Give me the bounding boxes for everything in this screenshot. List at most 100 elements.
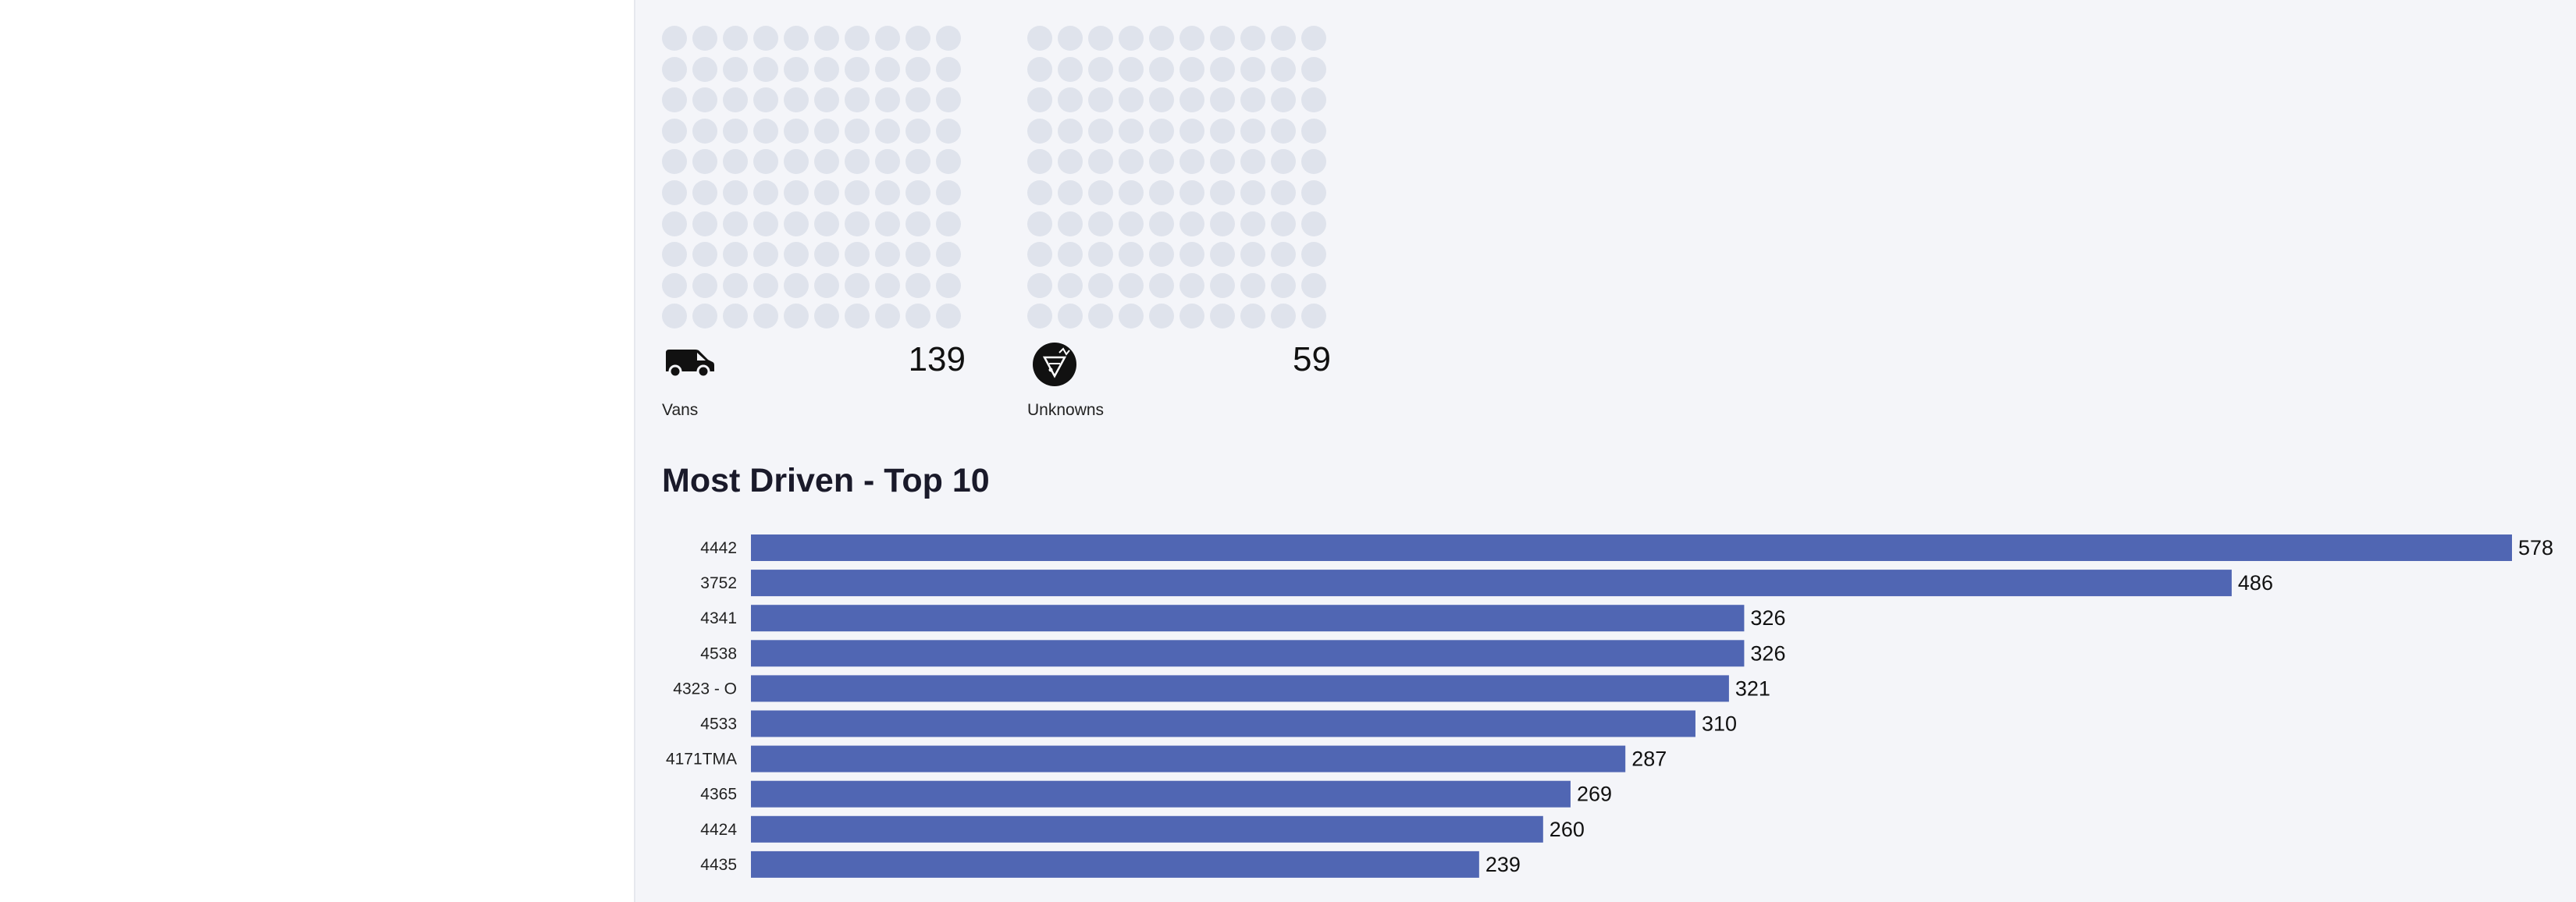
grid-dot: [1179, 87, 1204, 113]
bar[interactable]: [751, 745, 1626, 772]
grid-dot: [1088, 272, 1113, 298]
grid-dot: [1301, 26, 1326, 51]
grid-dot: [1149, 26, 1174, 51]
grid-dot: [662, 211, 687, 236]
bar[interactable]: [751, 710, 1695, 737]
grid-dot: [1240, 26, 1265, 51]
grid-dot: [814, 211, 839, 236]
grid-dot: [1149, 211, 1174, 236]
grid-dot: [692, 304, 717, 329]
grid-dot: [1058, 179, 1083, 205]
grid-dot: [692, 118, 717, 144]
van-icon: [664, 348, 716, 382]
grid-dot: [906, 26, 930, 51]
grid-dot: [1119, 149, 1144, 175]
grid-dot: [1027, 179, 1052, 205]
grid-dot: [1058, 118, 1083, 144]
grid-dot: [906, 211, 930, 236]
grid-dot: [936, 179, 961, 205]
grid-dot: [1149, 242, 1174, 268]
grid-dot: [753, 87, 778, 113]
grid-dot: [692, 87, 717, 113]
grid-dot: [1271, 56, 1296, 82]
grid-dot: [1179, 179, 1204, 205]
grid-dot: [1301, 149, 1326, 175]
grid-dot: [1088, 242, 1113, 268]
grid-dot: [1119, 56, 1144, 82]
grid-dot: [1149, 118, 1174, 144]
unknowns-count: 59: [1293, 340, 1331, 378]
bar[interactable]: [751, 534, 2512, 561]
grid-dot: [906, 149, 930, 175]
unknowns-dot-grid: [1027, 26, 1326, 329]
grid-dot: [753, 304, 778, 329]
grid-dot: [723, 179, 748, 205]
category-label: 4442: [700, 539, 737, 557]
bar[interactable]: [751, 605, 1745, 632]
grid-dot: [723, 304, 748, 329]
grid-dot: [1210, 87, 1235, 113]
grid-dot: [1210, 211, 1235, 236]
grid-dot: [662, 304, 687, 329]
grid-dot: [906, 242, 930, 268]
grid-dot: [875, 242, 900, 268]
grid-dot: [1058, 304, 1083, 329]
grid-dot: [1088, 304, 1113, 329]
grid-dot: [1301, 56, 1326, 82]
vans-label: Vans: [662, 401, 699, 419]
grid-dot: [692, 149, 717, 175]
grid-dot: [845, 304, 870, 329]
grid-dot: [1210, 26, 1235, 51]
grid-dot: [1271, 211, 1296, 236]
grid-dot: [1271, 179, 1296, 205]
grid-dot: [906, 272, 930, 298]
grid-dot: [784, 26, 809, 51]
grid-dot: [1149, 149, 1174, 175]
bar[interactable]: [751, 640, 1745, 667]
grid-dot: [906, 179, 930, 205]
grid-dot: [784, 272, 809, 298]
grid-dot: [1301, 272, 1326, 298]
grid-dot: [662, 149, 687, 175]
grid-dot: [723, 87, 748, 113]
grid-dot: [1058, 26, 1083, 51]
grid-dot: [753, 242, 778, 268]
grid-dot: [784, 304, 809, 329]
grid-dot: [875, 87, 900, 113]
grid-dot: [1058, 87, 1083, 113]
bar[interactable]: [751, 815, 1543, 843]
grid-dot: [936, 211, 961, 236]
grid-dot: [936, 26, 961, 51]
category-label: 4538: [700, 645, 737, 662]
grid-dot: [845, 272, 870, 298]
vans-count: 139: [908, 340, 966, 378]
grid-dot: [753, 211, 778, 236]
grid-dot: [1027, 304, 1052, 329]
grid-dot: [753, 56, 778, 82]
category-label: 3752: [700, 574, 737, 592]
grid-dot: [814, 179, 839, 205]
grid-dot: [906, 87, 930, 113]
grid-dot: [1210, 304, 1235, 329]
grid-dot: [1027, 118, 1052, 144]
bar[interactable]: [751, 570, 2232, 597]
grid-dot: [1271, 242, 1296, 268]
grid-dot: [1271, 87, 1296, 113]
bar[interactable]: [751, 851, 1479, 878]
bar[interactable]: [751, 675, 1729, 702]
grid-dot: [845, 87, 870, 113]
grid-dot: [1119, 242, 1144, 268]
grid-dot: [845, 118, 870, 144]
grid-dot: [692, 242, 717, 268]
grid-dot: [1210, 118, 1235, 144]
grid-dot: [845, 149, 870, 175]
bar[interactable]: [751, 780, 1571, 808]
grid-dot: [1271, 149, 1296, 175]
grid-dot: [662, 87, 687, 113]
grid-dot: [1058, 242, 1083, 268]
grid-dot: [692, 26, 717, 51]
grid-dot: [1179, 304, 1204, 329]
grid-dot: [1240, 272, 1265, 298]
panel-divider: [634, 0, 635, 902]
grid-dot: [1240, 56, 1265, 82]
